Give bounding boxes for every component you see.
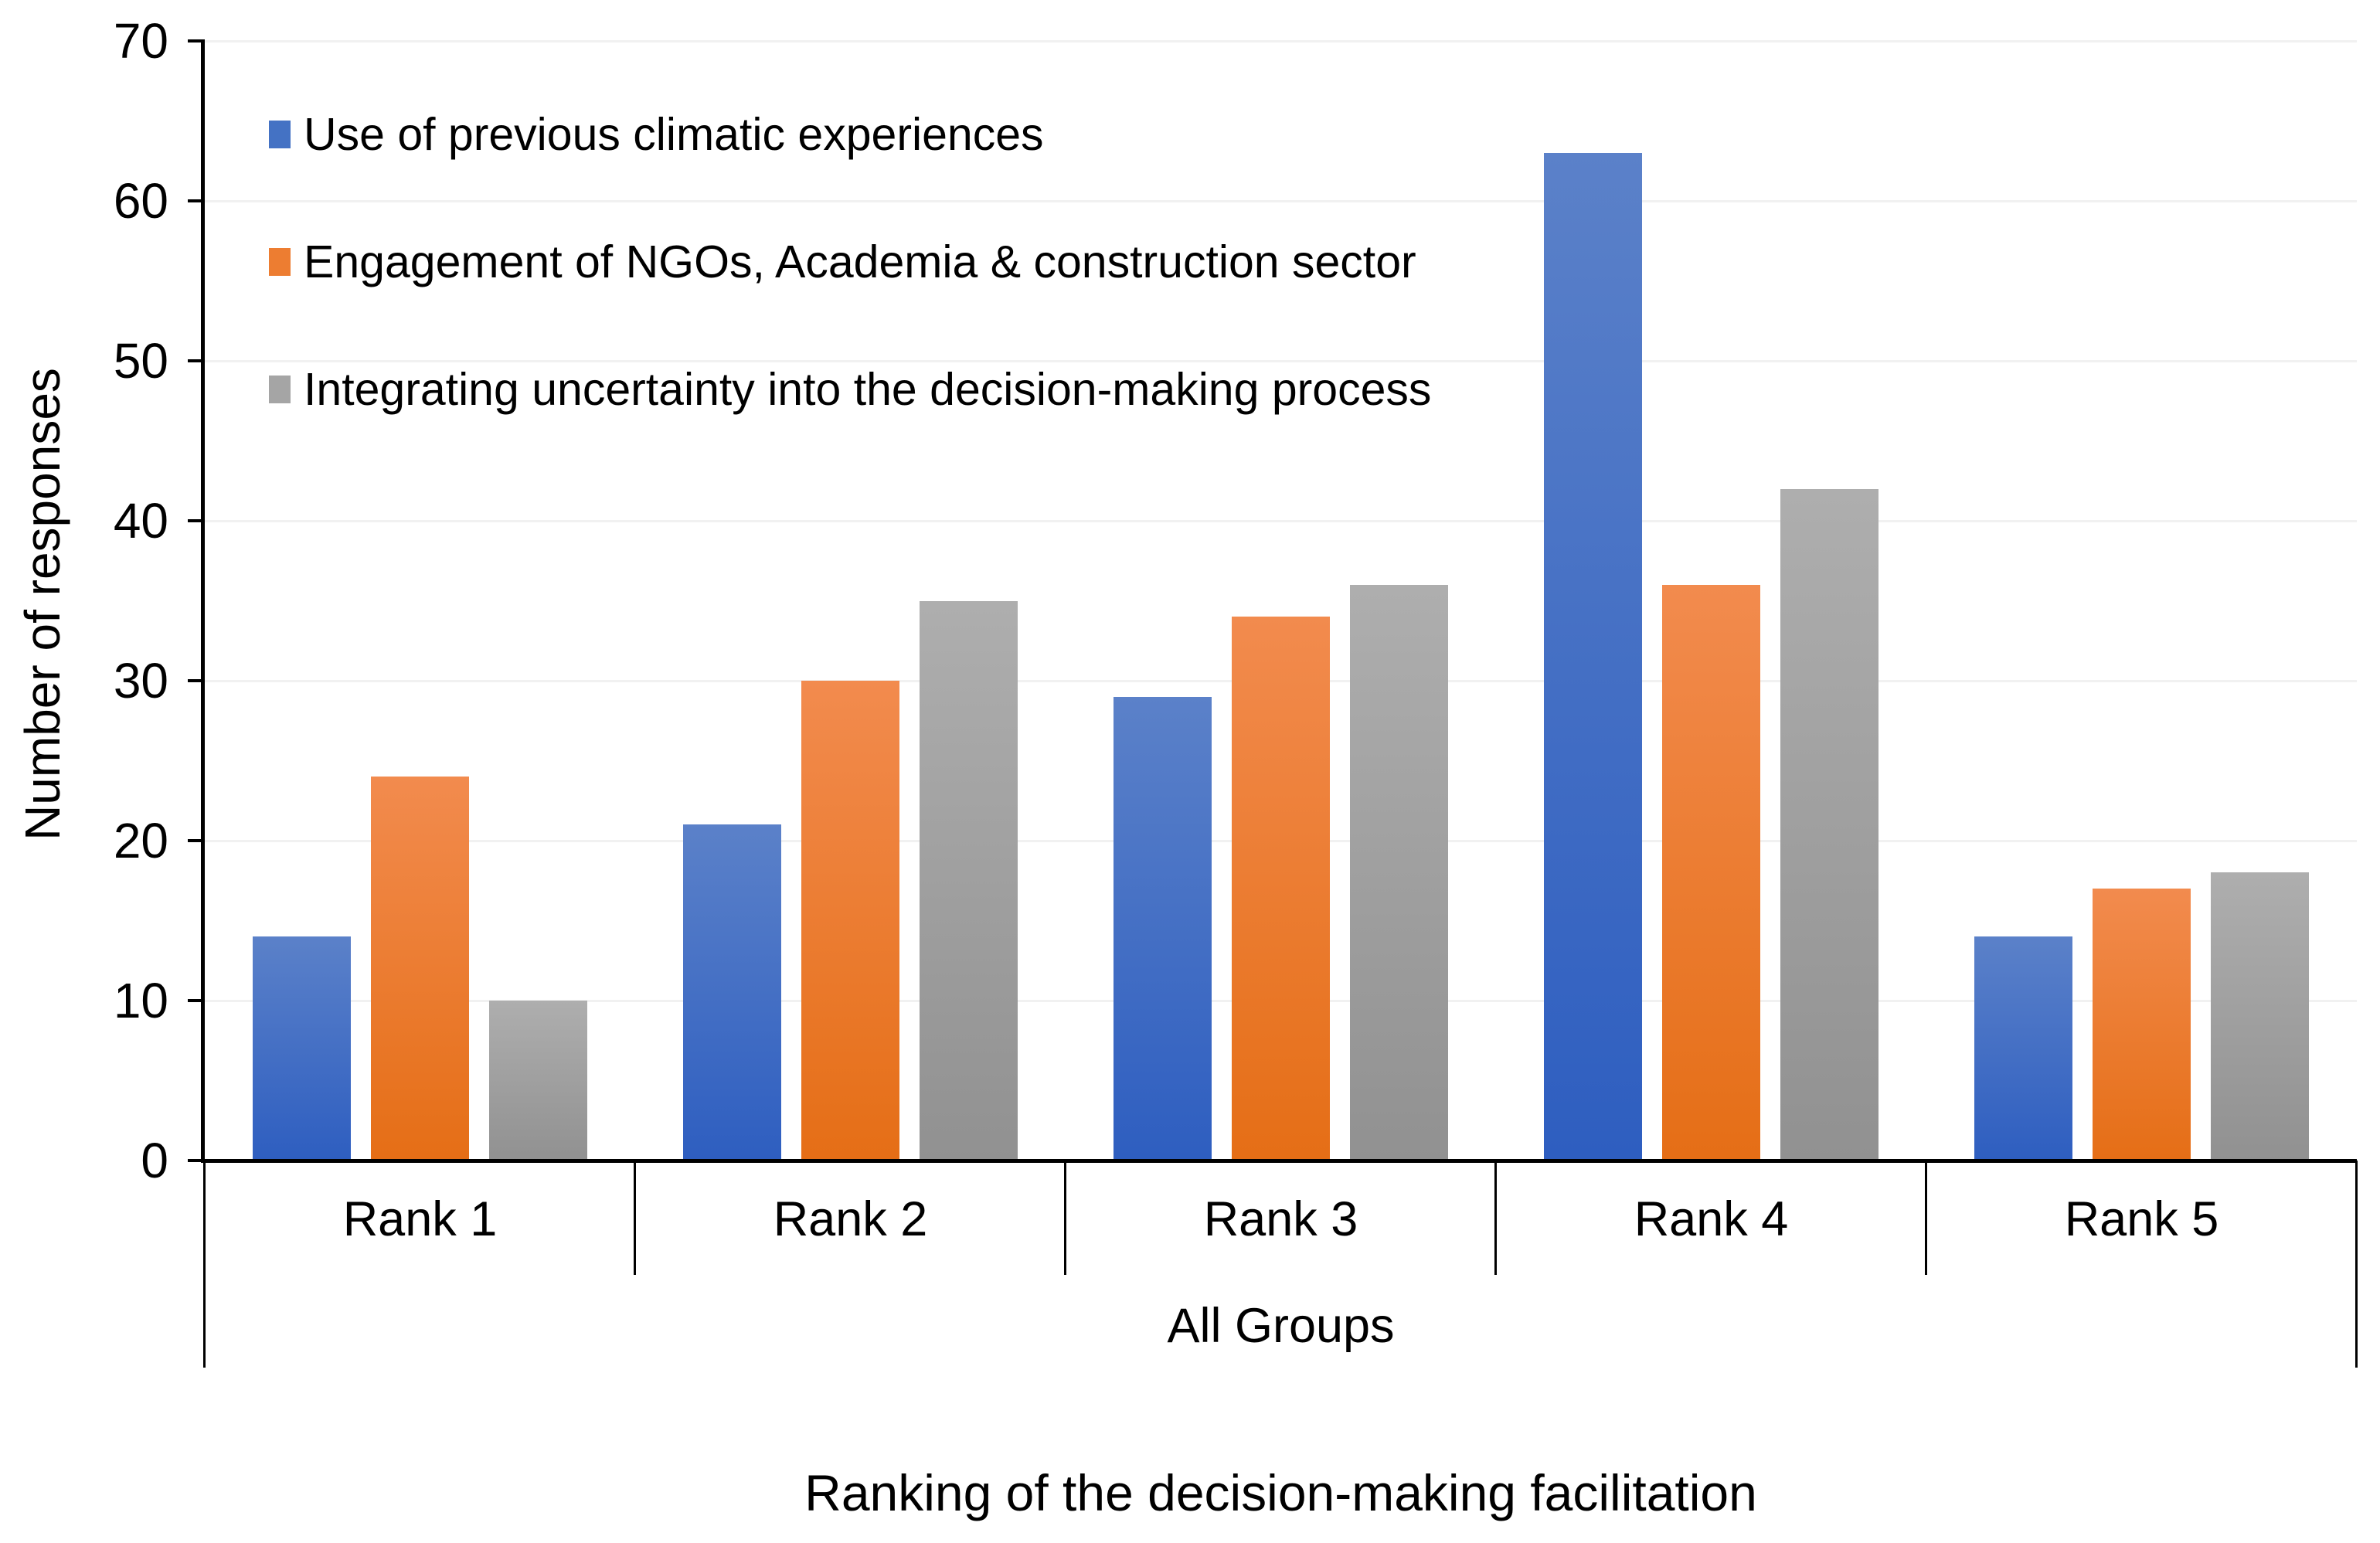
group-axis-label: All Groups xyxy=(1167,1299,1395,1353)
legend-label: Integrating uncertainty into the decisio… xyxy=(304,364,1432,415)
gridline xyxy=(205,199,2357,202)
x-axis-line xyxy=(201,1159,2357,1163)
y-axis-title: Number of responses xyxy=(15,368,70,841)
legend-item: Use of previous climatic experiences xyxy=(269,105,1431,164)
legend: Use of previous climatic experiences Enga… xyxy=(269,105,1431,488)
bar-rank5-s1 xyxy=(2093,889,2191,1161)
legend-label: Engagement of NGOs, Academia & construct… xyxy=(304,236,1416,287)
category-label-2: Rank 2 xyxy=(773,1192,928,1246)
y-tick-label: 60 xyxy=(113,173,168,229)
y-tick-label: 20 xyxy=(113,813,168,868)
bar-rank2-s2 xyxy=(920,600,1018,1161)
category-outer-line xyxy=(203,1161,206,1368)
legend-item: Integrating uncertainty into the decisio… xyxy=(269,360,1431,419)
legend-swatch-icon xyxy=(269,376,291,403)
category-separator xyxy=(1925,1161,1927,1275)
y-tick-mark xyxy=(188,999,205,1002)
bar-rank4-s1 xyxy=(1662,584,1760,1161)
y-tick-mark xyxy=(188,199,205,202)
category-label-1: Rank 1 xyxy=(342,1192,498,1246)
gridline xyxy=(205,519,2357,522)
bar-rank3-s2 xyxy=(1350,584,1448,1161)
y-tick-mark xyxy=(188,39,205,42)
bar-rank4-s2 xyxy=(1780,488,1878,1161)
gridline xyxy=(205,359,2357,362)
bar-rank3-s0 xyxy=(1114,696,1212,1161)
bar-rank1-s0 xyxy=(253,936,351,1161)
y-tick-mark xyxy=(188,519,205,522)
bar-rank3-s1 xyxy=(1232,617,1330,1161)
bar-rank2-s1 xyxy=(801,681,899,1161)
y-tick-label: 10 xyxy=(113,973,168,1028)
bar-rank5-s0 xyxy=(1974,936,2072,1161)
y-tick-mark xyxy=(188,679,205,682)
y-tick-mark xyxy=(188,1159,205,1162)
y-tick-label: 0 xyxy=(141,1133,168,1188)
category-separator xyxy=(634,1161,636,1275)
bar-rank2-s0 xyxy=(683,824,781,1161)
y-tick-label: 30 xyxy=(113,653,168,709)
y-tick-mark xyxy=(188,359,205,362)
y-tick-mark xyxy=(188,839,205,842)
gridline xyxy=(205,39,2357,42)
category-separator xyxy=(1494,1161,1497,1275)
legend-item: Engagement of NGOs, Academia & construct… xyxy=(269,233,1431,291)
category-label-5: Rank 5 xyxy=(2064,1192,2219,1246)
legend-label: Use of previous climatic experiences xyxy=(304,109,1044,160)
category-outer-line xyxy=(2355,1161,2358,1368)
y-tick-label: 40 xyxy=(113,493,168,549)
category-label-4: Rank 4 xyxy=(1634,1192,1789,1246)
bar-rank4-s0 xyxy=(1544,152,1642,1161)
legend-swatch-icon xyxy=(269,121,291,148)
legend-swatch-icon xyxy=(269,248,291,276)
category-separator xyxy=(1064,1161,1066,1275)
bar-rank1-s2 xyxy=(489,1001,587,1161)
category-label-3: Rank 3 xyxy=(1203,1192,1358,1246)
y-tick-label: 70 xyxy=(113,13,168,69)
y-tick-label: 50 xyxy=(113,333,168,389)
bar-rank1-s1 xyxy=(371,777,469,1161)
x-axis-title: Ranking of the decision-making facilitat… xyxy=(804,1464,1757,1521)
y-axis-line xyxy=(201,41,205,1161)
bar-rank5-s2 xyxy=(2211,872,2309,1161)
